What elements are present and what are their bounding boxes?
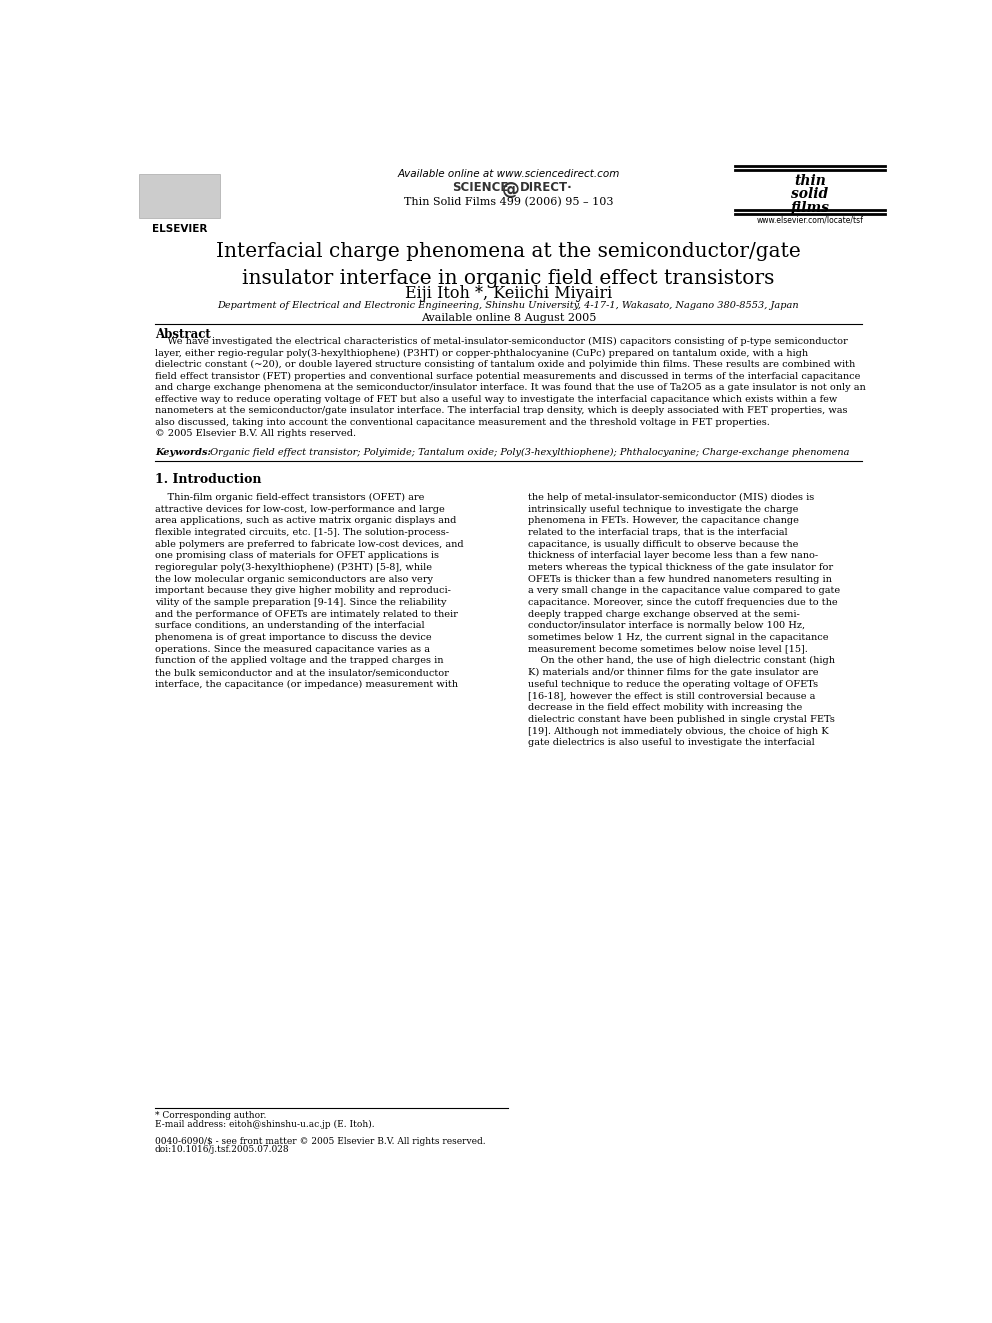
Text: Organic field effect transistor; Polyimide; Tantalum oxide; Poly(3-hexylthiophen: Organic field effect transistor; Polyimi… — [207, 448, 849, 458]
Text: Available online at www.sciencedirect.com: Available online at www.sciencedirect.co… — [397, 169, 620, 179]
Text: solid: solid — [792, 188, 828, 201]
Text: Abstract: Abstract — [155, 328, 210, 341]
Text: Interfacial charge phenomena at the semiconductor/gate
insulator interface in or: Interfacial charge phenomena at the semi… — [216, 242, 801, 288]
Text: ELSEVIER: ELSEVIER — [152, 224, 207, 234]
Text: films: films — [791, 201, 829, 214]
Text: SCIENCE: SCIENCE — [452, 181, 509, 194]
Text: We have investigated the electrical characteristics of metal-insulator-semicondu: We have investigated the electrical char… — [155, 337, 865, 438]
Text: * Corresponding author.: * Corresponding author. — [155, 1111, 266, 1121]
Text: Thin Solid Films 499 (2006) 95 – 103: Thin Solid Films 499 (2006) 95 – 103 — [404, 196, 613, 206]
Text: 0040-6090/$ - see front matter © 2005 Elsevier B.V. All rights reserved.: 0040-6090/$ - see front matter © 2005 El… — [155, 1136, 485, 1146]
Text: www.elsevier.com/locate/tsf: www.elsevier.com/locate/tsf — [756, 216, 863, 225]
Text: Available online 8 August 2005: Available online 8 August 2005 — [421, 312, 596, 323]
Text: the help of metal-insulator-semiconductor (MIS) diodes is
intrinsically useful t: the help of metal-insulator-semiconducto… — [528, 493, 840, 747]
Text: 1. Introduction: 1. Introduction — [155, 472, 261, 486]
Text: Keywords:: Keywords: — [155, 448, 211, 456]
Bar — [139, 175, 220, 218]
Text: thin: thin — [794, 175, 825, 188]
Text: DIRECT·: DIRECT· — [520, 181, 572, 194]
Text: doi:10.1016/j.tsf.2005.07.028: doi:10.1016/j.tsf.2005.07.028 — [155, 1144, 290, 1154]
Text: Eiji Itoh *, Keiichi Miyairi: Eiji Itoh *, Keiichi Miyairi — [405, 284, 612, 302]
Text: E-mail address: eitoh@shinshu-u.ac.jp (E. Itoh).: E-mail address: eitoh@shinshu-u.ac.jp (E… — [155, 1119, 374, 1129]
Text: Thin-film organic field-effect transistors (OFET) are
attractive devices for low: Thin-film organic field-effect transisto… — [155, 493, 463, 689]
Text: @: @ — [502, 181, 520, 200]
Text: Department of Electrical and Electronic Engineering, Shinshu University, 4-17-1,: Department of Electrical and Electronic … — [217, 302, 800, 311]
